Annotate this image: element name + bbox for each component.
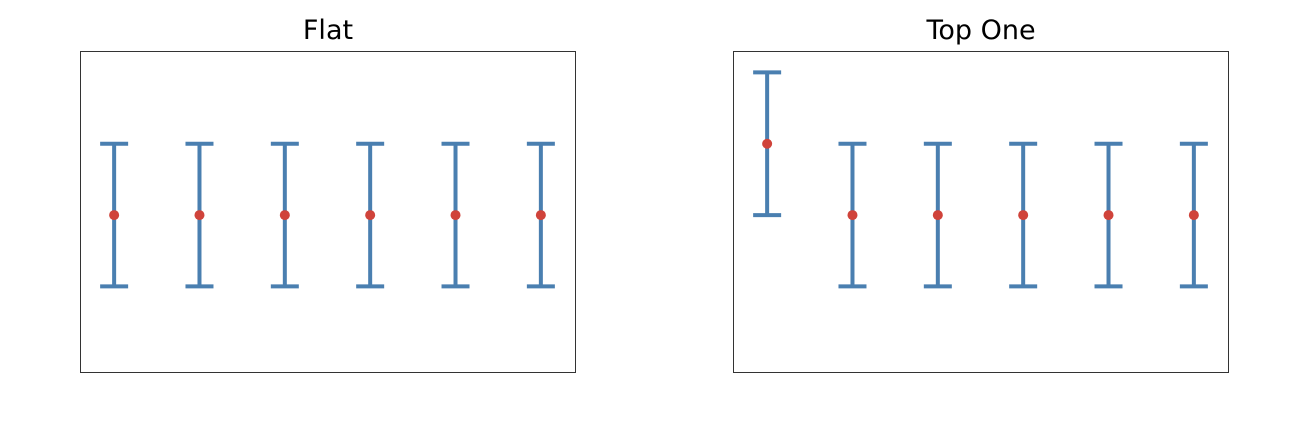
plot-area-top-one xyxy=(733,51,1229,373)
data-point-3 xyxy=(279,210,290,221)
data-point-1 xyxy=(109,210,120,221)
plot-area-flat xyxy=(80,51,576,373)
data-point-6 xyxy=(535,210,546,221)
data-point-2 xyxy=(194,210,205,221)
axes-frame-flat xyxy=(80,51,576,373)
data-point-5 xyxy=(450,210,461,221)
data-point-4 xyxy=(365,210,376,221)
chart-title-top-one: Top One xyxy=(926,15,1036,46)
data-point-3 xyxy=(932,210,943,221)
data-point-4 xyxy=(1018,210,1029,221)
data-point-6 xyxy=(1188,210,1199,221)
data-point-5 xyxy=(1103,210,1114,221)
chart-title-flat: Flat xyxy=(302,15,354,46)
data-point-2 xyxy=(847,210,858,221)
axes-frame-top-one xyxy=(733,51,1229,373)
data-point-1 xyxy=(762,138,773,149)
